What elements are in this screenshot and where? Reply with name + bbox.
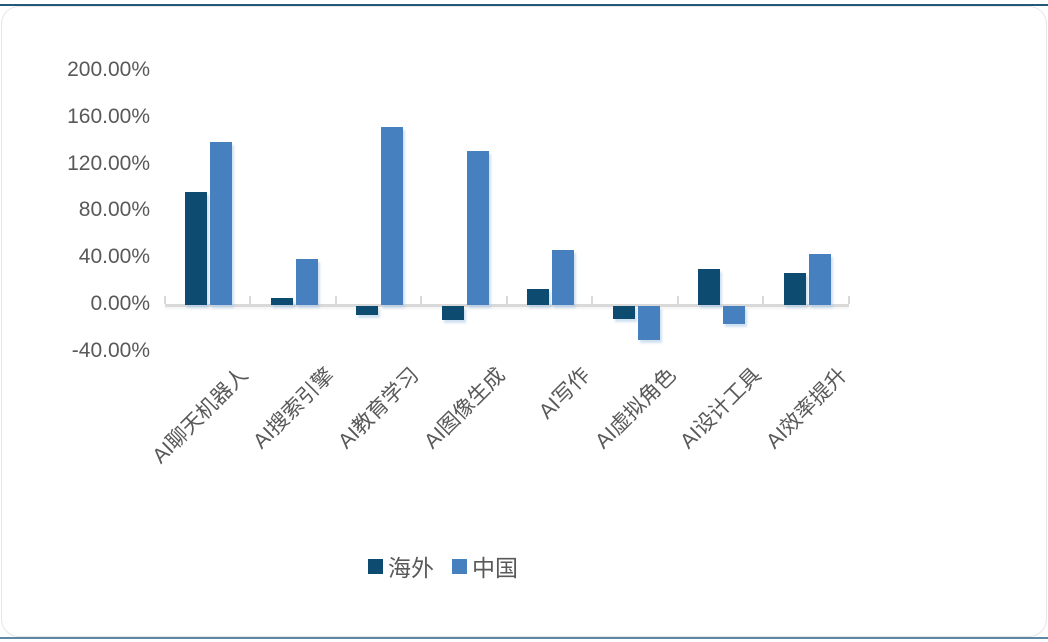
y-axis-tick-label: 80.00% <box>78 198 150 222</box>
legend-item-overseas: 海外 <box>368 549 434 583</box>
bar-china-4 <box>552 250 574 305</box>
top-border-line <box>0 4 1048 6</box>
legend-swatch-china <box>452 558 467 574</box>
legend-item-china: 中国 <box>452 549 518 583</box>
x-axis-label: AI搜索引擎 <box>248 363 339 454</box>
y-axis-tick-label: 40.00% <box>78 245 150 269</box>
bar-overseas-6 <box>698 268 720 305</box>
bar-overseas-2 <box>356 306 378 316</box>
y-axis-tick-label: 120.00% <box>67 151 150 175</box>
legend-label-overseas: 海外 <box>388 555 434 581</box>
bar-china-0 <box>210 142 232 305</box>
bar-china-2 <box>381 127 403 305</box>
y-axis-tick-label: -40.00% <box>71 338 150 362</box>
rounded-frame <box>1 6 1047 637</box>
x-axis-tick <box>847 296 850 304</box>
bar-overseas-0 <box>185 191 207 305</box>
legend: 海外 中国 <box>368 549 518 583</box>
x-axis-tick <box>249 296 251 304</box>
x-axis-label: AI教育学习 <box>334 363 425 454</box>
x-axis-line <box>164 303 849 307</box>
bar-overseas-4 <box>527 288 549 305</box>
bar-china-6 <box>723 306 745 324</box>
x-axis-tick <box>163 296 166 304</box>
x-axis-label: AI效率提升 <box>761 363 852 454</box>
x-axis-label: AI图像生成 <box>419 363 510 454</box>
x-axis-label: AI虚拟角色 <box>590 363 681 454</box>
x-axis-tick <box>420 296 422 304</box>
bar-china-5 <box>637 306 660 340</box>
bar-china-7 <box>808 253 831 305</box>
y-axis-tick-label: 160.00% <box>67 104 150 128</box>
legend-swatch-overseas <box>368 558 383 574</box>
bar-china-1 <box>295 259 318 305</box>
x-axis-label: AI设计工具 <box>676 363 767 454</box>
bottom-border-line <box>0 637 1048 639</box>
bar-overseas-3 <box>441 306 464 321</box>
bar-overseas-7 <box>783 273 806 305</box>
x-axis-tick <box>676 296 679 304</box>
x-axis-tick <box>505 296 508 304</box>
y-axis-tick-label: 0.00% <box>90 292 150 316</box>
x-axis-label: AI聊天机器人 <box>148 363 254 469</box>
bar-china-3 <box>466 150 489 305</box>
x-axis-tick <box>762 296 764 304</box>
x-axis-tick <box>334 296 337 304</box>
y-axis-tick-label: 200.00% <box>67 58 150 82</box>
bar-overseas-1 <box>270 297 293 305</box>
bar-overseas-5 <box>612 306 635 319</box>
x-axis-label: AI写作 <box>535 363 596 424</box>
legend-label-china: 中国 <box>472 555 518 581</box>
x-axis-tick <box>591 296 593 304</box>
